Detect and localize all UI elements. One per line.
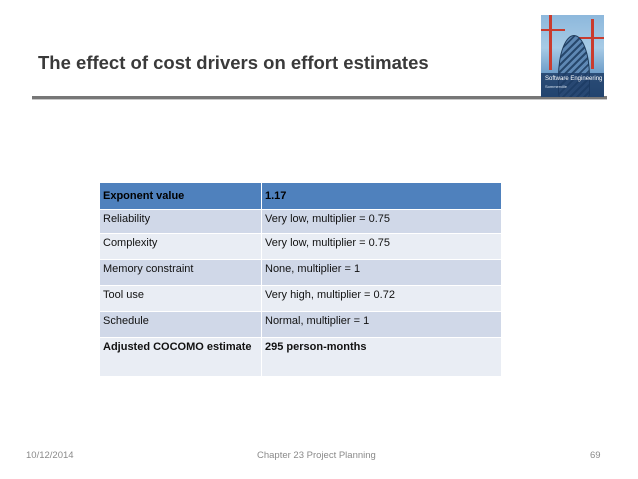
footer-date: 10/12/2014: [26, 450, 74, 461]
row-value: Very low, multiplier = 0.75: [261, 209, 502, 234]
table-row: Memory constraint None, multiplier = 1: [99, 259, 502, 286]
table-row: Exponent value 1.17: [99, 182, 502, 210]
crane-mast-left: [549, 15, 552, 70]
row-label: Complexity: [99, 233, 262, 260]
row-label: Adjusted COCOMO estimate: [99, 337, 262, 377]
table-row: Schedule Normal, multiplier = 1: [99, 311, 502, 338]
table-row: Reliability Very low, multiplier = 0.75: [99, 209, 502, 234]
row-label: Tool use: [99, 285, 262, 312]
table-row: Complexity Very low, multiplier = 0.75: [99, 233, 502, 260]
footer-chapter: Chapter 23 Project Planning: [257, 450, 376, 461]
crane-jib-right: [577, 37, 604, 39]
row-label: Exponent value: [99, 182, 262, 210]
slide-title: The effect of cost drivers on effort est…: [38, 52, 429, 73]
crane-jib-left: [541, 29, 565, 31]
row-value: 295 person-months: [261, 337, 502, 377]
title-divider: [32, 96, 607, 99]
cover-title-band: [541, 73, 604, 97]
footer-page-number: 69: [590, 450, 601, 461]
row-value: Normal, multiplier = 1: [261, 311, 502, 338]
cost-drivers-table: Exponent value 1.17 Reliability Very low…: [99, 182, 502, 377]
row-label: Reliability: [99, 209, 262, 234]
row-value: 1.17: [261, 182, 502, 210]
book-cover-image: Software Engineering Sommerville: [541, 15, 604, 97]
row-value: None, multiplier = 1: [261, 259, 502, 286]
cover-subtitle: Sommerville: [545, 84, 568, 89]
row-value: Very high, multiplier = 0.72: [261, 285, 502, 312]
row-value: Very low, multiplier = 0.75: [261, 233, 502, 260]
cover-title: Software Engineering: [545, 76, 603, 82]
table-row: Adjusted COCOMO estimate 295 person-mont…: [99, 337, 502, 377]
crane-mast-right: [591, 19, 594, 69]
title-divider-shadow: [32, 99, 607, 100]
row-label: Schedule: [99, 311, 262, 338]
row-label: Memory constraint: [99, 259, 262, 286]
table-row: Tool use Very high, multiplier = 0.72: [99, 285, 502, 312]
